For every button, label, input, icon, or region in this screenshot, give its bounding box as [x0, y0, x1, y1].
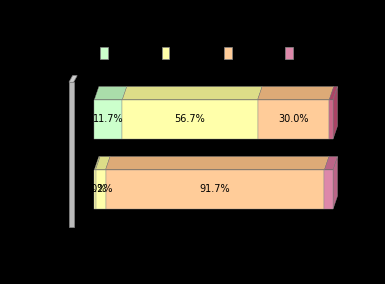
Bar: [285, 47, 293, 59]
Bar: [105, 170, 325, 209]
Polygon shape: [333, 156, 338, 209]
Text: 30.0%: 30.0%: [278, 114, 309, 124]
Bar: [329, 100, 333, 139]
Polygon shape: [94, 156, 100, 170]
Polygon shape: [94, 87, 127, 100]
Bar: [69, 82, 74, 227]
Text: 0.0%: 0.0%: [83, 184, 107, 194]
Bar: [325, 170, 333, 209]
Polygon shape: [333, 87, 338, 139]
Polygon shape: [325, 156, 338, 170]
Polygon shape: [258, 87, 334, 100]
Polygon shape: [69, 76, 77, 82]
Bar: [224, 47, 232, 59]
Bar: [162, 47, 169, 59]
Text: 11.7%: 11.7%: [93, 114, 124, 124]
Bar: [95, 170, 105, 209]
Text: 4.2%: 4.2%: [88, 184, 113, 194]
Bar: [258, 100, 329, 139]
Bar: [94, 100, 122, 139]
Polygon shape: [122, 87, 262, 100]
Polygon shape: [105, 156, 329, 170]
Polygon shape: [329, 87, 338, 100]
Bar: [94, 170, 95, 209]
Text: 56.7%: 56.7%: [174, 114, 205, 124]
Bar: [100, 47, 108, 59]
Bar: [122, 100, 258, 139]
Text: 91.7%: 91.7%: [200, 184, 230, 194]
Polygon shape: [95, 156, 110, 170]
